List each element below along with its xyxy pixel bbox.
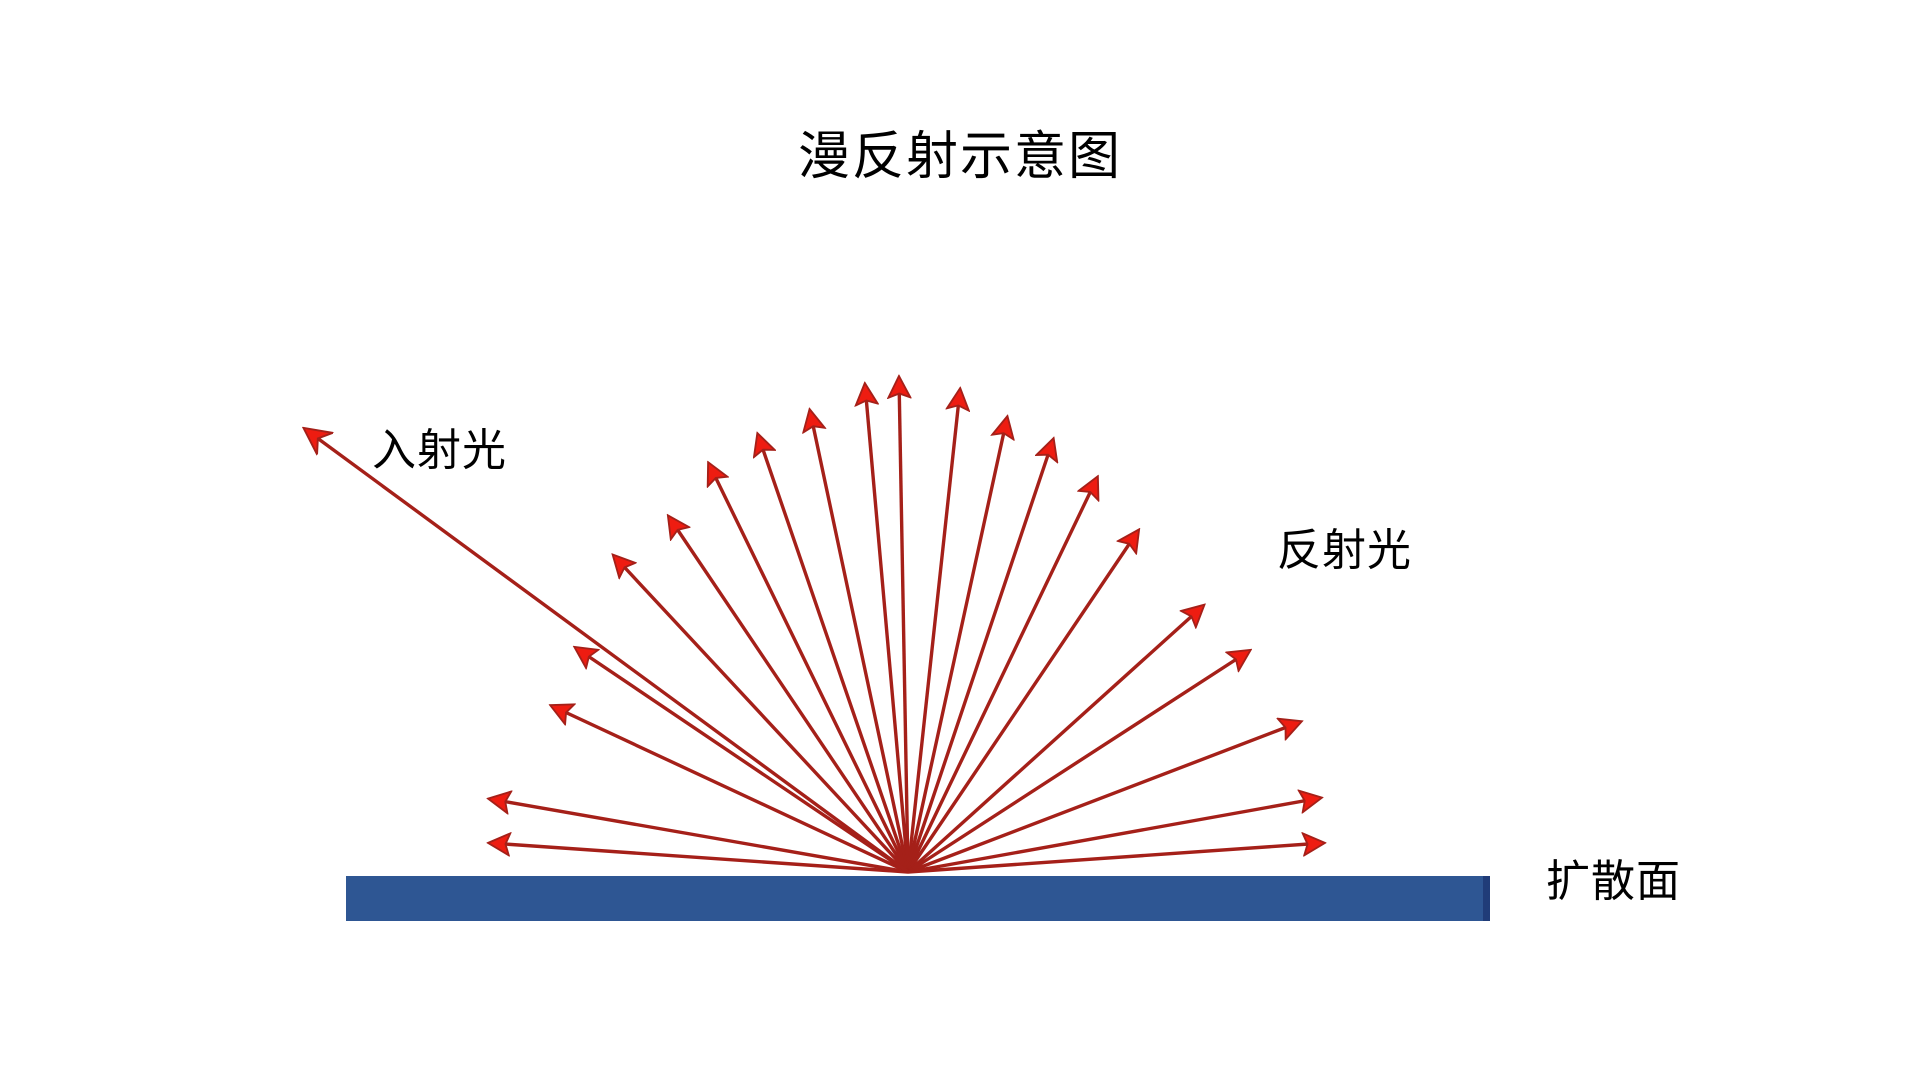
reflected-ray-19 — [907, 722, 1300, 874]
incident-ray — [305, 429, 910, 874]
reflected-ray-15 — [906, 478, 1097, 873]
diffuse-surface-label: 扩散面 — [1546, 856, 1681, 907]
reflected-ray-3 — [552, 706, 909, 874]
incident-ray-line — [305, 429, 910, 874]
reflected-ray-17 — [906, 606, 1203, 874]
reflected-ray-5 — [614, 556, 910, 874]
reflected-ray-20 — [907, 798, 1320, 874]
reflected-ray-18 — [907, 651, 1249, 874]
page-title: 漫反射示意图 — [797, 127, 1122, 187]
reflected-ray-14 — [906, 440, 1053, 873]
reflected-ray-8 — [758, 435, 910, 873]
reflected-ray-11 — [899, 378, 908, 873]
reflected-ray-21 — [907, 843, 1323, 874]
surface-right-edge — [1483, 876, 1490, 921]
reflected-ray-fan — [490, 378, 1323, 874]
reflected-ray-1 — [490, 843, 909, 874]
reflected-ray-12 — [906, 390, 960, 873]
reflected-ray-4 — [576, 648, 909, 874]
surface-rect — [346, 876, 1490, 921]
reflected-ray-10 — [865, 385, 910, 873]
reflected-ray-7 — [709, 464, 910, 873]
reflected-ray-9 — [810, 411, 910, 873]
reflected-light-label: 反射光 — [1277, 525, 1412, 576]
incident-light-label: 入射光 — [372, 425, 507, 476]
reflected-ray-16 — [906, 531, 1138, 873]
reflected-ray-6 — [669, 517, 910, 873]
reflected-ray-13 — [906, 418, 1007, 873]
reflected-ray-2 — [490, 799, 909, 874]
diffuse-surface-bar — [346, 876, 1490, 921]
